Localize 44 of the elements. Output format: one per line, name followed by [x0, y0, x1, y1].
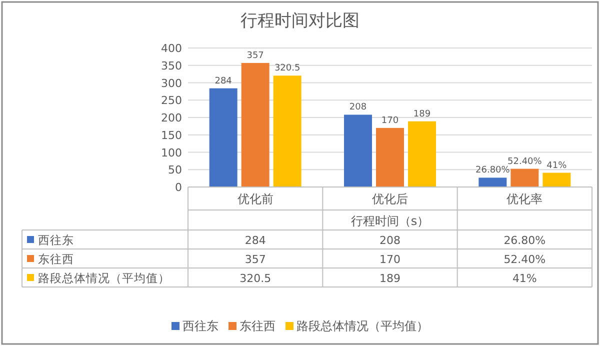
y-tick-label: 300 [161, 76, 182, 90]
bar [376, 128, 404, 187]
y-tick-label: 50 [168, 164, 182, 177]
chart-title: 行程时间对比图 [240, 11, 360, 31]
text: 41% [546, 160, 567, 171]
text: 284 [214, 76, 232, 86]
bar [542, 172, 571, 187]
text: 52.40% [508, 156, 542, 167]
data-label: 26.80% [504, 234, 546, 247]
bar [209, 88, 238, 187]
text: 208 [349, 102, 367, 113]
text: 320.5 [274, 64, 300, 74]
bar [478, 178, 507, 187]
legend-label: 路段总体情况（平均值） [296, 319, 428, 333]
data-label: 52.40% [504, 253, 546, 266]
legend-label: 东往西 [240, 319, 276, 333]
y-tick-label: 400 [161, 42, 182, 55]
y-tick-label: 100 [161, 146, 182, 160]
y-tick-label: 350 [161, 59, 182, 72]
y-tick-label: 200 [161, 112, 182, 124]
y-tick-label: 250 [161, 94, 182, 108]
bar [408, 121, 436, 187]
x-tick-label: 优化率 [506, 192, 543, 206]
bar [510, 168, 539, 187]
text: 26.80% [476, 166, 510, 176]
bar [241, 62, 270, 187]
legend-label: 西往东 [182, 319, 218, 333]
x-tick-label: 优化后 [372, 192, 408, 206]
y-tick-label: 0 [175, 181, 182, 194]
y-tick-label: 150 [161, 128, 182, 142]
data-label: 357 [244, 253, 266, 266]
text: 357 [246, 50, 264, 61]
data-label: 41% [512, 272, 537, 285]
x-axis-title: 行程时间（s） [350, 214, 430, 228]
data-label: 284 [244, 234, 266, 247]
data-label: 208 [380, 234, 400, 247]
text: 170 [381, 116, 399, 126]
bar [273, 76, 302, 187]
data-label: 189 [380, 272, 400, 285]
data-label: 320.5 [240, 272, 272, 285]
data-label: 170 [380, 253, 400, 266]
text: 189 [413, 109, 431, 120]
bar [344, 114, 372, 187]
x-tick-label: 优化前 [237, 192, 274, 206]
